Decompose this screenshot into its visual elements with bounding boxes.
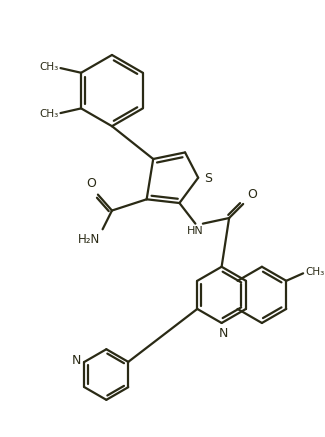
Text: HN: HN [187,225,204,236]
Text: CH₃: CH₃ [305,267,324,277]
Text: N: N [72,354,82,367]
Text: N: N [219,327,228,340]
Text: O: O [86,177,96,190]
Text: S: S [204,172,212,185]
Text: CH₃: CH₃ [39,62,58,72]
Text: H₂N: H₂N [78,233,100,246]
Text: CH₃: CH₃ [39,109,58,119]
Text: O: O [247,188,257,201]
